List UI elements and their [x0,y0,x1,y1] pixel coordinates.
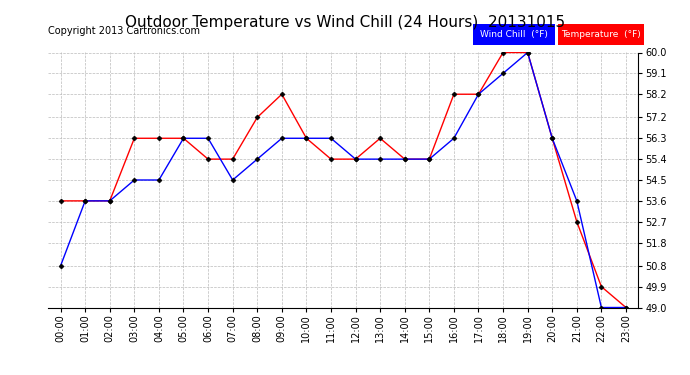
Text: Outdoor Temperature vs Wind Chill (24 Hours)  20131015: Outdoor Temperature vs Wind Chill (24 Ho… [125,15,565,30]
Text: Wind Chill  (°F): Wind Chill (°F) [480,30,548,39]
FancyBboxPatch shape [473,24,555,45]
Text: Temperature  (°F): Temperature (°F) [561,30,640,39]
FancyBboxPatch shape [558,24,644,45]
Text: Copyright 2013 Cartronics.com: Copyright 2013 Cartronics.com [48,26,200,36]
